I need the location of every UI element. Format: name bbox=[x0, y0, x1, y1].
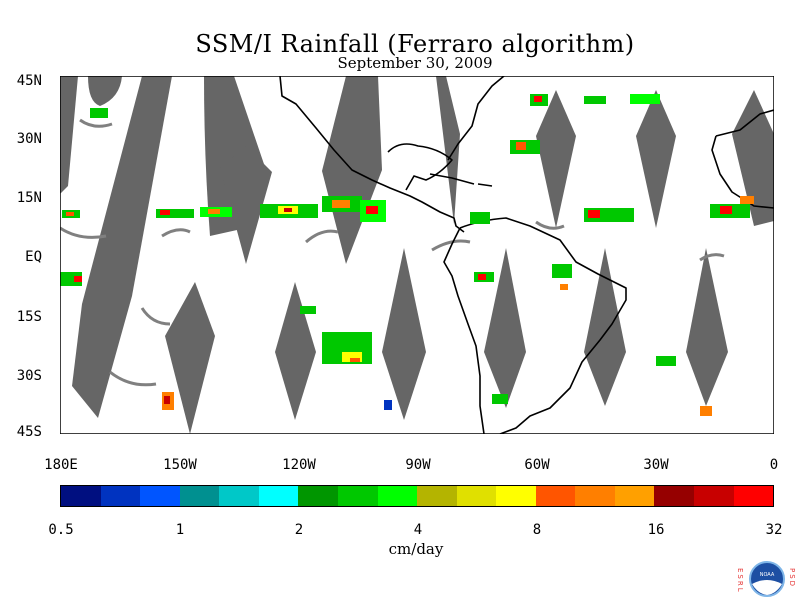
colorbar-segment-8 bbox=[377, 486, 418, 506]
lat-label-30s: 30S bbox=[16, 368, 42, 384]
lat-label-eq: EQ bbox=[25, 249, 42, 265]
map-date: September 30, 2009 bbox=[337, 54, 493, 72]
colorbar-tick-8: 8 bbox=[532, 522, 542, 538]
hispaniola bbox=[477, 183, 493, 187]
colorbar-segment-12 bbox=[535, 486, 576, 506]
rain-itcz bbox=[62, 196, 754, 224]
colorbar-segment-14 bbox=[614, 486, 655, 506]
logo-right-letters: PSD bbox=[788, 568, 796, 588]
colorbar-segment-2 bbox=[140, 486, 180, 506]
colorbar-segment-13 bbox=[575, 486, 615, 506]
colorbar bbox=[60, 485, 774, 507]
svg-text:NOAA: NOAA bbox=[760, 572, 775, 578]
africa-coast bbox=[711, 109, 774, 209]
lat-label-15n: 15N bbox=[16, 190, 42, 206]
noaa-esrl-psd-logo: ESRL NOAA PSD bbox=[736, 561, 796, 597]
lon-label-120w: 120W bbox=[282, 457, 316, 473]
north-america-coast bbox=[279, 76, 465, 233]
lon-label-90w: 90W bbox=[405, 457, 431, 473]
lon-label-60w: 60W bbox=[524, 457, 550, 473]
colorbar-segment-15 bbox=[654, 486, 694, 506]
colorbar-segment-16 bbox=[694, 486, 734, 506]
colorbar-segment-1 bbox=[100, 486, 141, 506]
lat-label-45s: 45S bbox=[16, 424, 42, 440]
lat-label-45n: 45N bbox=[16, 73, 42, 89]
colorbar-tick-2: 2 bbox=[294, 522, 304, 538]
colorbar-tick-32: 32 bbox=[765, 522, 783, 538]
map-title: SSM/I Rainfall (Ferraro algorithm) bbox=[195, 30, 635, 58]
colorbar-tick-1: 1 bbox=[175, 522, 185, 538]
colorbar-tick-0-5: 0.5 bbox=[48, 522, 74, 538]
gulf-of-mexico bbox=[387, 143, 453, 191]
florida bbox=[447, 76, 505, 161]
colorbar-segment-0 bbox=[61, 486, 101, 506]
colorbar-tick-4: 4 bbox=[413, 522, 423, 538]
colorbar-segment-5 bbox=[258, 486, 299, 506]
lat-label-30n: 30N bbox=[16, 131, 42, 147]
colorbar-segment-17 bbox=[733, 486, 774, 506]
swath-gaps bbox=[60, 76, 774, 434]
colorbar-segment-11 bbox=[496, 486, 536, 506]
colorbar-segment-9 bbox=[417, 486, 457, 506]
logo-left-letters: ESRL bbox=[736, 568, 744, 594]
continent-outlines bbox=[279, 76, 774, 434]
colorbar-segment-7 bbox=[337, 486, 378, 506]
colorbar-segment-4 bbox=[219, 486, 259, 506]
colorbar-segment-6 bbox=[298, 486, 338, 506]
lon-label-180e: 180E bbox=[44, 457, 78, 473]
lon-label-30w: 30W bbox=[643, 457, 669, 473]
lon-label-0: 0 bbox=[769, 457, 779, 473]
lat-label-15s: 15S bbox=[16, 309, 42, 325]
colorbar-tick-16: 16 bbox=[647, 522, 665, 538]
lon-label-150w: 150W bbox=[163, 457, 197, 473]
rain-scattered bbox=[60, 94, 712, 416]
cuba bbox=[429, 173, 475, 185]
colorbar-segment-3 bbox=[179, 486, 220, 506]
rainfall-map bbox=[60, 76, 774, 434]
colorbar-units: cm/day bbox=[388, 540, 444, 558]
colorbar-segment-10 bbox=[456, 486, 497, 506]
swath-arcs bbox=[60, 118, 725, 387]
